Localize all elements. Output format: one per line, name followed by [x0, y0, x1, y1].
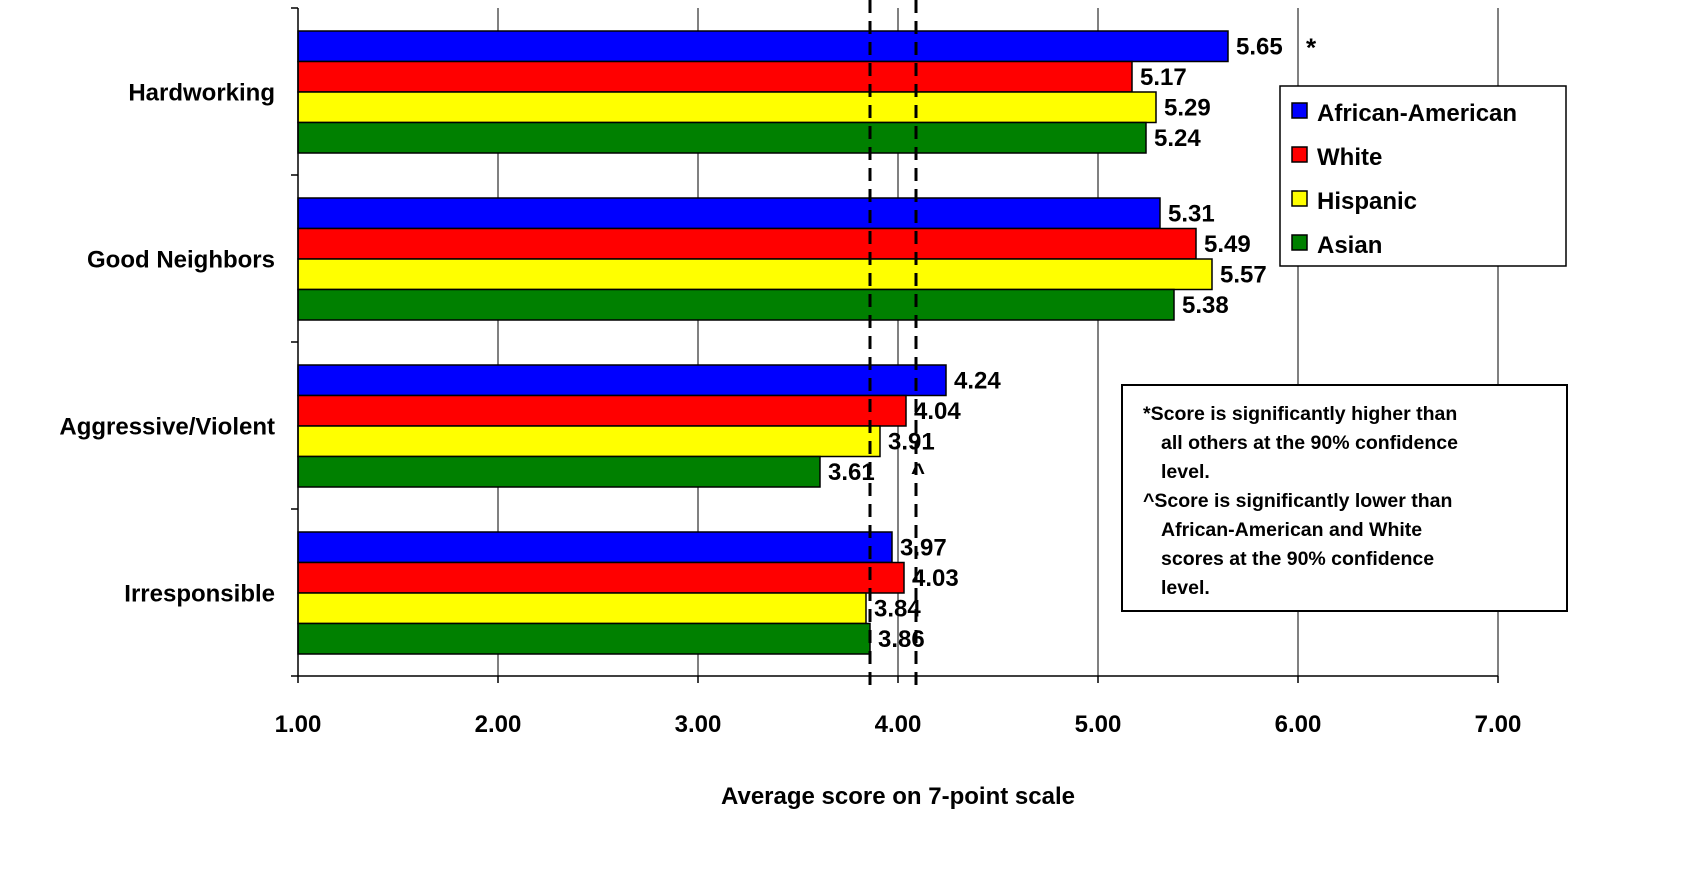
category-labels: Hardworking Good Neighbors Aggressive/Viol… — [59, 80, 275, 608]
legend-swatch — [1291, 146, 1308, 163]
legend-label: African-American — [1317, 100, 1517, 127]
bar — [297, 30, 1229, 63]
bar — [297, 197, 1161, 230]
bar — [297, 425, 881, 458]
bar — [297, 91, 1157, 124]
legend-swatch — [1291, 190, 1308, 207]
annotation-frame — [1121, 384, 1568, 612]
data-label: 3.61 — [828, 459, 875, 486]
data-label: 5.38 — [1182, 292, 1229, 319]
legend-box — [1279, 85, 1567, 267]
bar — [297, 227, 1197, 260]
bar — [297, 60, 1133, 93]
legend: African-American White Hispanic Asian — [1279, 85, 1567, 267]
data-label: 5.17 — [1140, 64, 1187, 91]
annotation-line: all others at the 90% confidence — [1161, 432, 1458, 454]
bar — [297, 455, 821, 488]
bar — [297, 258, 1213, 291]
legend-swatch — [1291, 102, 1308, 119]
data-label: 5.24 — [1154, 125, 1201, 152]
legend-label: Asian — [1317, 232, 1382, 259]
x-tick-label: 7.00 — [1475, 711, 1522, 738]
annotation-line: *Score is significantly higher than — [1143, 403, 1457, 425]
data-label: 5.29 — [1164, 94, 1211, 121]
significance-marker: * — [1306, 32, 1317, 62]
bar — [297, 394, 907, 427]
data-label: 5.57 — [1220, 261, 1267, 288]
annotation-line: level. — [1161, 461, 1210, 483]
data-label: 5.65 — [1236, 33, 1283, 60]
annotation-line: ^Score is significantly lower than — [1143, 490, 1452, 512]
legend-label: White — [1317, 144, 1382, 171]
x-tick-label: 3.00 — [675, 711, 722, 738]
category-label: Aggressive/Violent — [59, 414, 275, 441]
data-label: 5.31 — [1168, 200, 1215, 227]
annotation-box: *Score is significantly higher than all o… — [1121, 384, 1568, 612]
data-label: 3.86 — [878, 626, 925, 653]
category-label: Irresponsible — [124, 581, 275, 608]
annotation-line: African-American and White — [1161, 519, 1422, 541]
annotation-line: level. — [1161, 577, 1210, 599]
reference-lines — [868, 0, 918, 692]
bar — [297, 121, 1147, 154]
axes — [291, 7, 1499, 683]
data-label: 5.49 — [1204, 231, 1251, 258]
x-tick-label: 2.00 — [475, 711, 522, 738]
bar — [297, 561, 905, 594]
bar-labels: 5.65 * 5.17 5.29 5.24 5.31 5.49 5.57 5.38 4.24 4.0… — [828, 32, 1317, 653]
bar — [297, 592, 867, 625]
x-tick-label: 5.00 — [1075, 711, 1122, 738]
bar — [297, 364, 947, 397]
significance-marker: ^ — [911, 459, 925, 486]
legend-label: Hispanic — [1317, 188, 1417, 215]
data-label: 3.97 — [900, 534, 947, 561]
data-label: 4.24 — [954, 367, 1001, 394]
category-label: Hardworking — [128, 80, 275, 107]
x-axis-title: Average score on 7-point scale — [721, 783, 1075, 810]
data-label: 3.91 — [888, 428, 935, 455]
bars — [297, 30, 1229, 655]
x-tick-label: 1.00 — [275, 711, 322, 738]
data-label: 4.04 — [914, 398, 961, 425]
bar — [297, 288, 1175, 321]
category-label: Good Neighbors — [87, 247, 275, 274]
annotation-line: scores at the 90% confidence — [1161, 548, 1434, 570]
bar — [297, 531, 893, 564]
x-tick-labels: 1.00 2.00 3.00 4.00 5.00 6.00 7.00 — [275, 711, 1522, 738]
data-label: 3.84 — [874, 595, 921, 622]
legend-swatch — [1291, 234, 1308, 251]
x-tick-label: 4.00 — [875, 711, 922, 738]
x-tick-label: 6.00 — [1275, 711, 1322, 738]
bar — [297, 622, 871, 655]
data-label: 4.03 — [912, 565, 959, 592]
